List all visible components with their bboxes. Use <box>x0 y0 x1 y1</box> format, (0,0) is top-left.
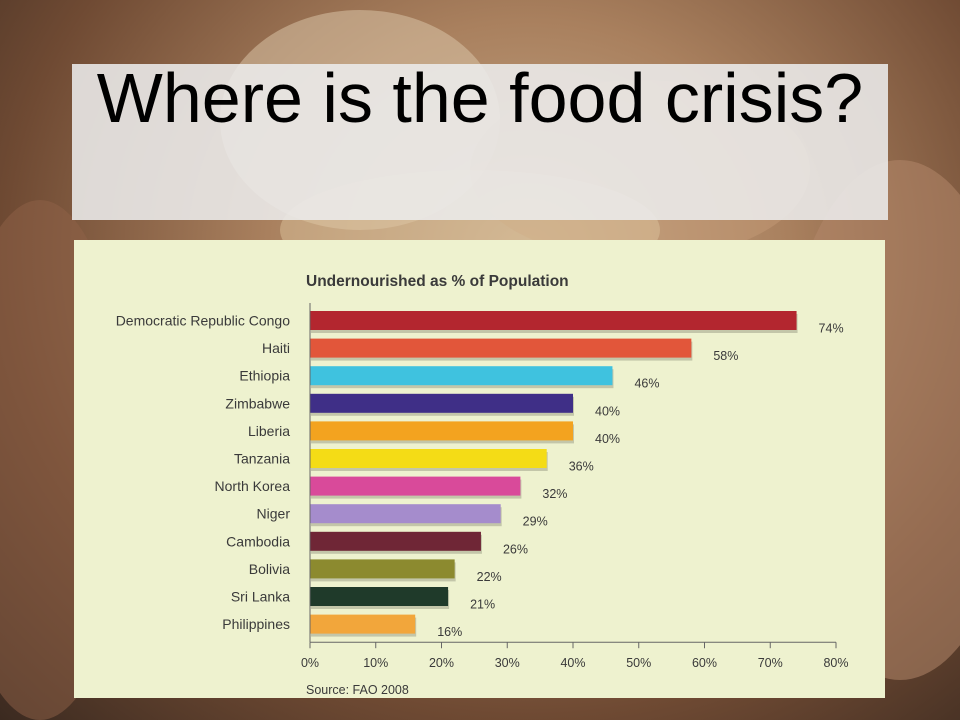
x-tick-label: 60% <box>692 656 717 670</box>
x-tick-label: 40% <box>560 656 585 670</box>
x-tick-label: 80% <box>823 656 848 670</box>
x-tick-label: 20% <box>429 656 454 670</box>
category-label: Philippines <box>222 616 290 632</box>
x-tick-label: 30% <box>495 656 520 670</box>
chart-source: Source: FAO 2008 <box>306 683 409 697</box>
value-label: 58% <box>713 349 738 363</box>
category-label: Bolivia <box>249 561 290 577</box>
x-axis: 0% 10% 20% 30% 40% 50% 60% 70% 80% <box>301 303 849 670</box>
bar <box>310 421 573 441</box>
value-label: 40% <box>595 432 620 446</box>
category-label: Sri Lanka <box>231 589 290 605</box>
bar <box>310 504 501 524</box>
title-panel <box>72 64 888 220</box>
value-label: 16% <box>437 625 462 639</box>
value-label: 36% <box>569 460 594 474</box>
bar <box>310 476 521 496</box>
chart-panel: Undernourished as % of Population Democr… <box>74 240 885 698</box>
bar <box>310 311 797 330</box>
value-label: 29% <box>523 515 548 529</box>
bar <box>310 531 481 551</box>
value-label: 74% <box>819 322 844 336</box>
x-tick-label: 0% <box>301 656 319 670</box>
value-label: 21% <box>470 598 495 612</box>
category-label: Liberia <box>248 423 290 439</box>
category-label: Tanzania <box>234 451 290 467</box>
category-label: Haiti <box>262 340 290 356</box>
category-label: Democratic Republic Congo <box>116 313 291 329</box>
bar <box>310 587 449 606</box>
category-label: North Korea <box>215 478 291 494</box>
x-tick-label: 50% <box>626 656 651 670</box>
value-label: 32% <box>542 487 567 501</box>
category-label: Cambodia <box>226 533 290 549</box>
category-label: Zimbabwe <box>225 395 290 411</box>
bar <box>310 393 573 413</box>
value-label: 26% <box>503 542 528 556</box>
bar <box>310 559 455 579</box>
bars-layer: Democratic Republic Congo 74% Haiti 58% Ethi… <box>116 311 844 639</box>
bar <box>310 614 416 634</box>
x-tick-label: 70% <box>758 656 783 670</box>
category-label: Niger <box>257 506 291 522</box>
bar <box>310 366 613 386</box>
value-label: 46% <box>634 377 659 391</box>
x-tick-label: 10% <box>363 656 388 670</box>
chart-title: Undernourished as % of Population <box>306 273 569 290</box>
slide-title: Where is the food crisis? <box>96 59 864 137</box>
value-label: 40% <box>595 404 620 418</box>
bar <box>310 449 547 468</box>
value-label: 22% <box>477 570 502 584</box>
bar-chart: Undernourished as % of Population Democr… <box>116 273 849 697</box>
category-label: Ethiopia <box>239 368 290 384</box>
bar <box>310 338 692 358</box>
